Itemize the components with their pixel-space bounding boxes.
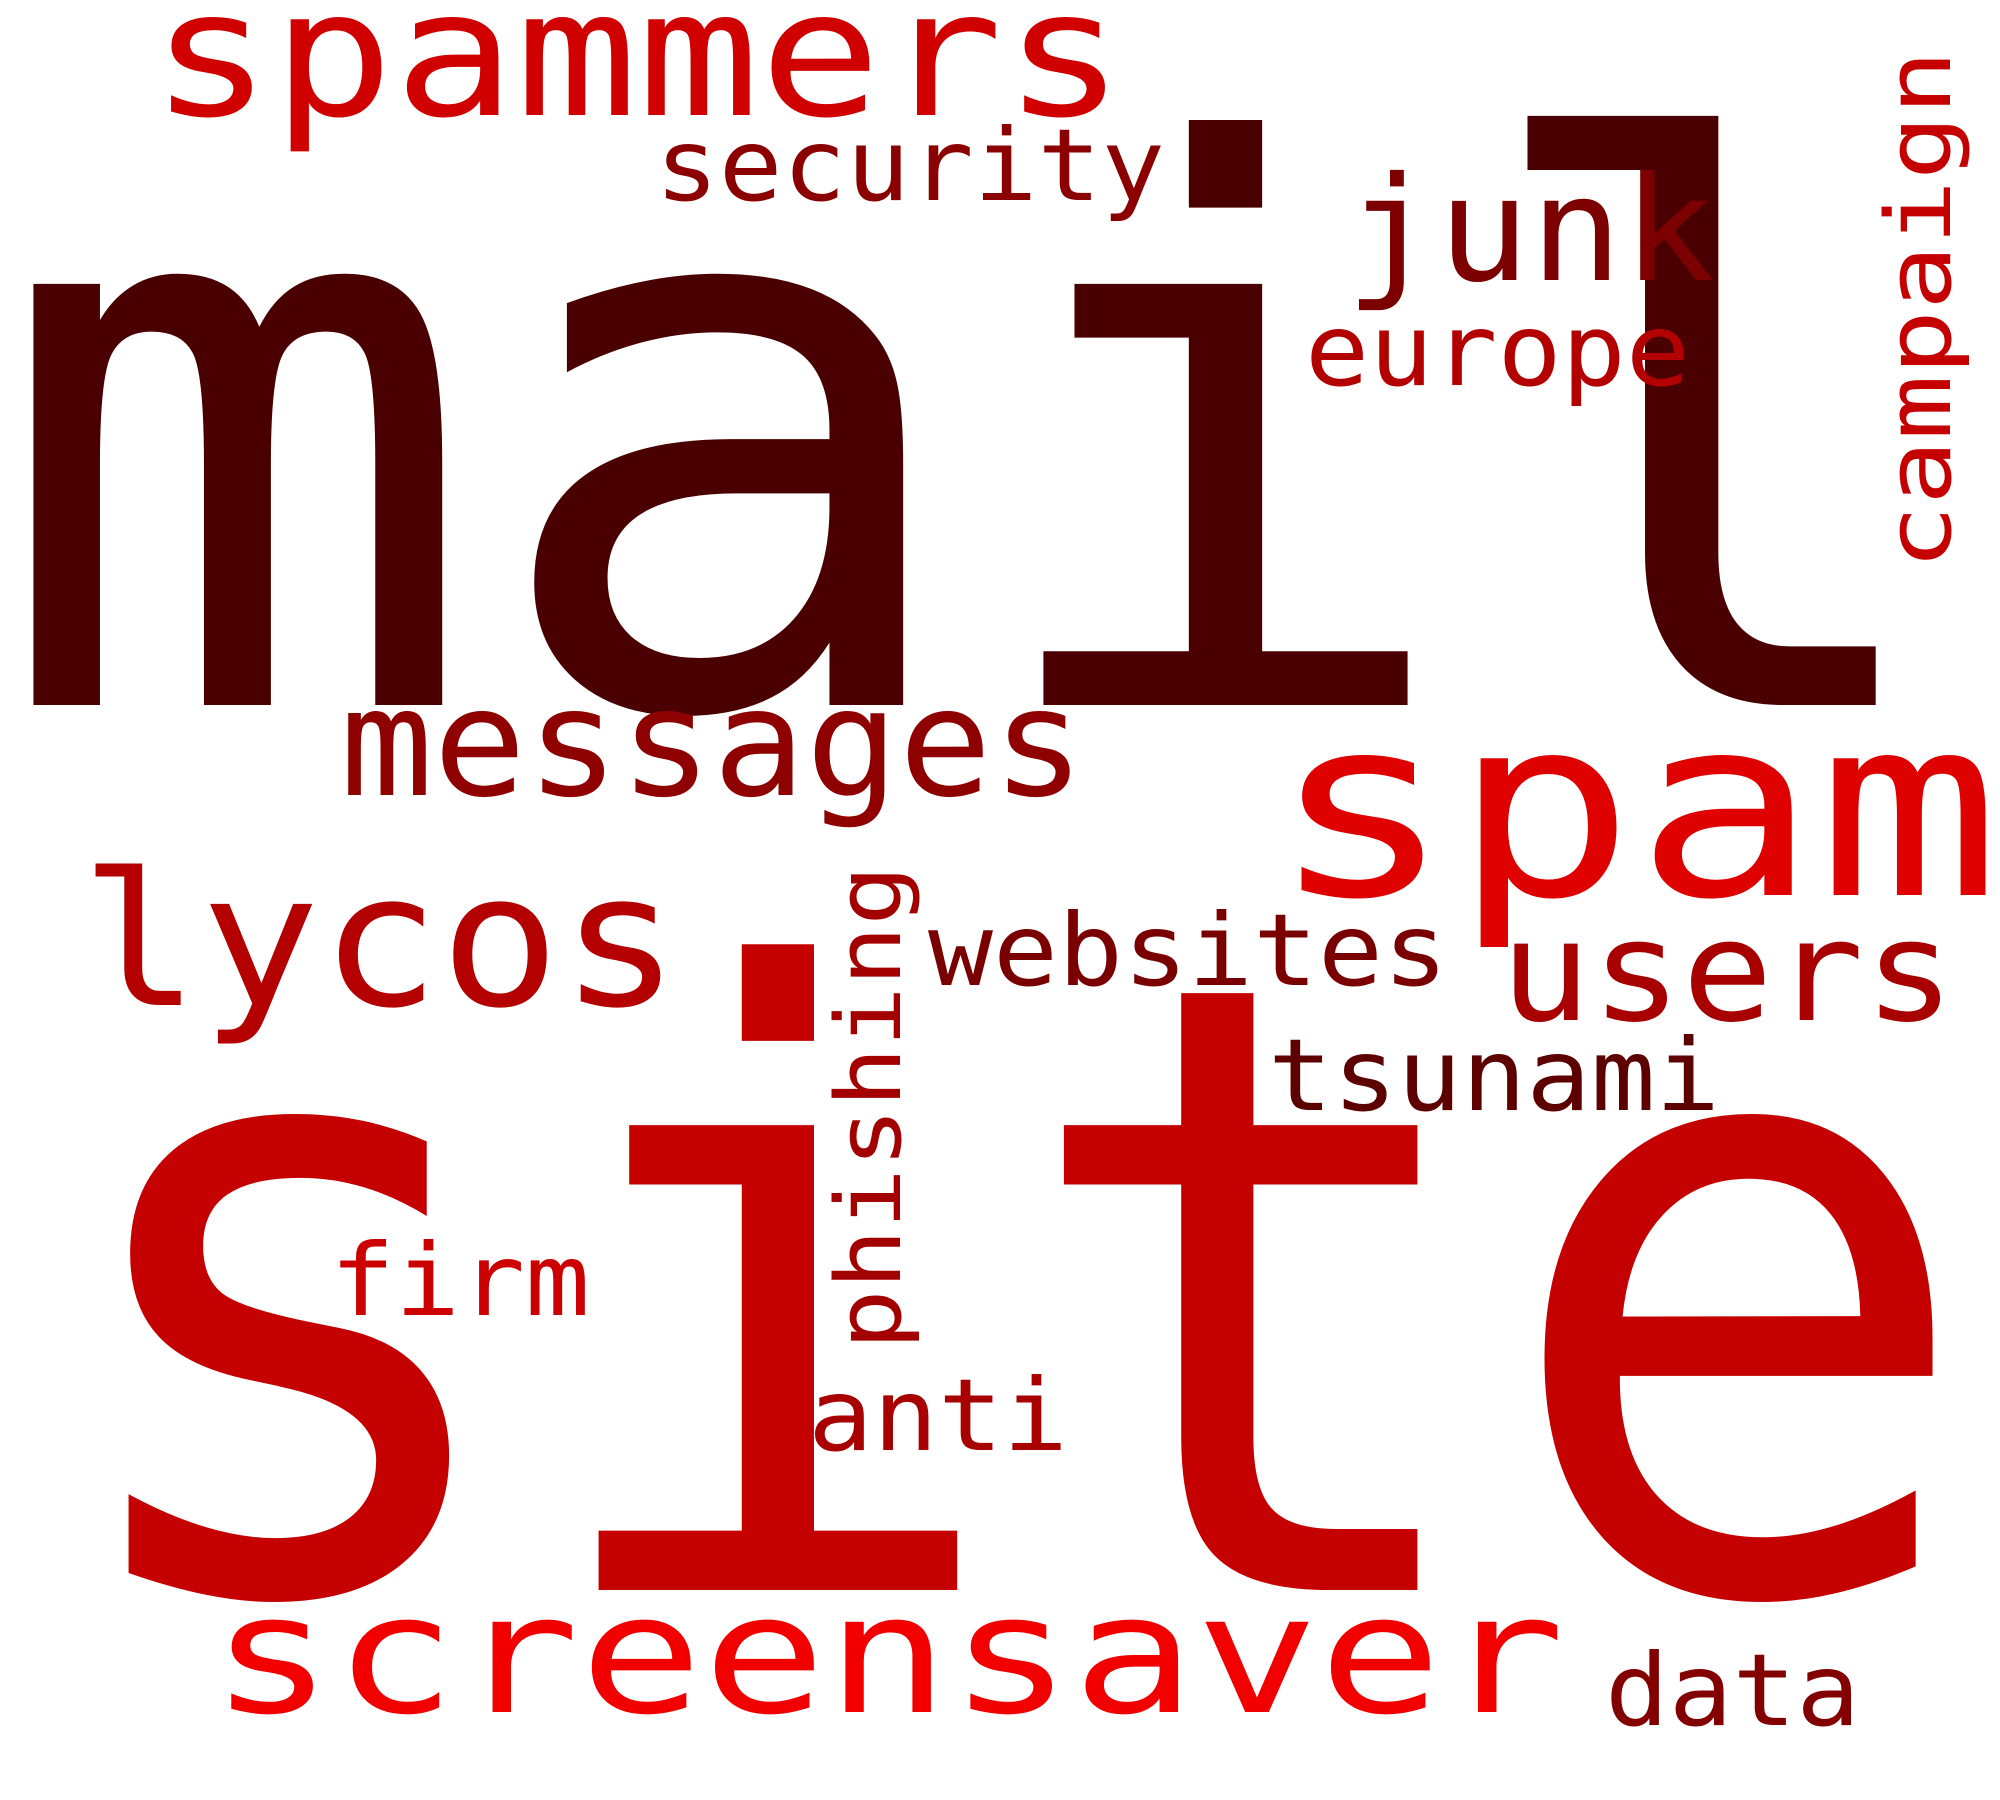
word-junk: junk bbox=[1345, 146, 1715, 315]
word-site: site bbox=[45, 802, 1980, 1791]
word-europe: europe bbox=[1305, 292, 1690, 409]
word-security: security bbox=[655, 107, 1165, 224]
word-campaign: campaign bbox=[1867, 50, 1972, 570]
word-lycos: lycos bbox=[80, 833, 680, 1049]
word-tsunami: tsunami bbox=[1268, 1017, 1720, 1134]
word-mail: mail bbox=[0, 0, 1955, 887]
word-screensaver: screensaver bbox=[210, 1559, 1565, 1751]
word-spam: spam bbox=[1270, 663, 2000, 954]
word-users: users bbox=[1500, 891, 1955, 1054]
word-phishing: phishing bbox=[817, 865, 922, 1350]
word-data: data bbox=[1605, 1632, 1860, 1749]
word-spammers: spammers bbox=[150, 0, 1125, 157]
word-websites: websites bbox=[928, 892, 1448, 1009]
word-firm: firm bbox=[330, 1222, 590, 1339]
word-messages: messages bbox=[340, 657, 1085, 831]
word-anti: anti bbox=[808, 1357, 1068, 1474]
